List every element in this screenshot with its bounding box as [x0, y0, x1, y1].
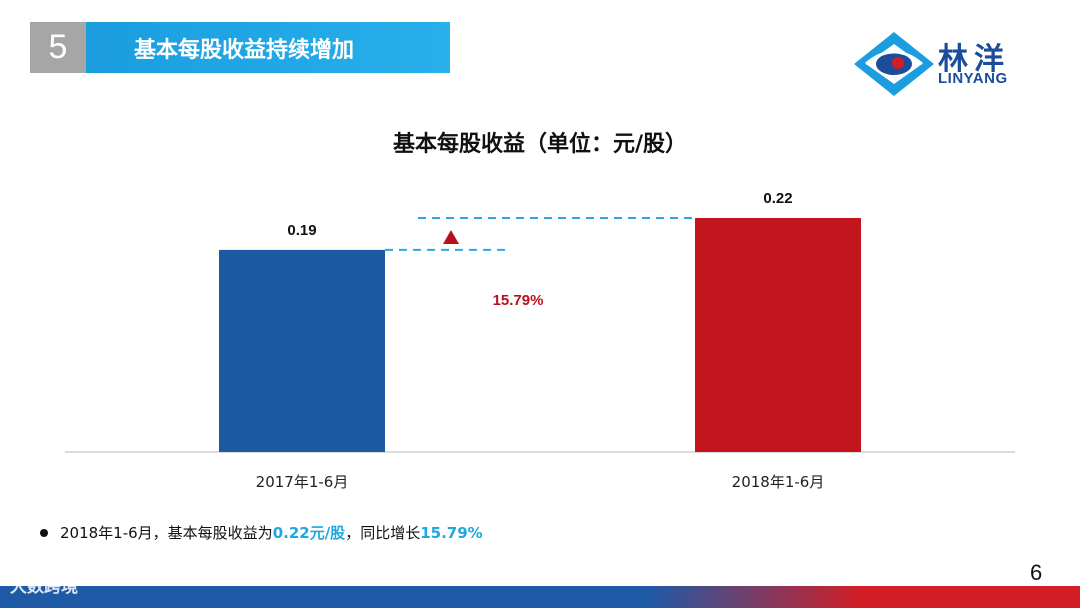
page-number: 6 — [1030, 560, 1043, 585]
footnote-prefix: 2018年1-6月，基本每股收益为 — [60, 524, 273, 542]
x-tick-label-2: 2018年1-6月 — [732, 473, 825, 491]
company-logo: 林洋 LINYANG — [852, 30, 1032, 98]
footnote-middle: ，同比增长 — [345, 524, 421, 542]
linyang-logo-icon — [854, 32, 934, 96]
bar-2 — [695, 218, 861, 452]
logo-text-en: LINYANG — [938, 70, 1008, 87]
growth-arrow-head-icon — [443, 230, 459, 244]
section-number: 5 — [30, 22, 86, 73]
bar-value-label-2: 0.22 — [763, 190, 792, 207]
x-tick-label-1: 2017年1-6月 — [256, 473, 349, 491]
bar-value-label-1: 0.19 — [287, 222, 316, 239]
growth-annotation: 15.79% — [493, 292, 544, 309]
eps-bar-chart: 0.19 2017年1-6月 0.22 2018年1-6月 15.79% — [65, 190, 1015, 491]
logo-text-cn: 林洋 — [938, 42, 1010, 77]
section-title: 基本每股收益持续增加 — [86, 22, 450, 73]
bottom-decorative-bar — [0, 586, 1080, 608]
bar-1 — [219, 249, 385, 452]
chart-title: 基本每股收益（单位：元/股） — [392, 132, 688, 157]
watermark: 大数跨境 — [10, 577, 78, 597]
footnote: 2018年1-6月，基本每股收益为 0.22元/股 ，同比增长 15.79% — [40, 522, 483, 543]
bullet-icon — [40, 528, 48, 537]
footnote-eps-value: 0.22元/股 — [272, 524, 346, 542]
footnote-growth-value: 15.79% — [420, 523, 483, 542]
